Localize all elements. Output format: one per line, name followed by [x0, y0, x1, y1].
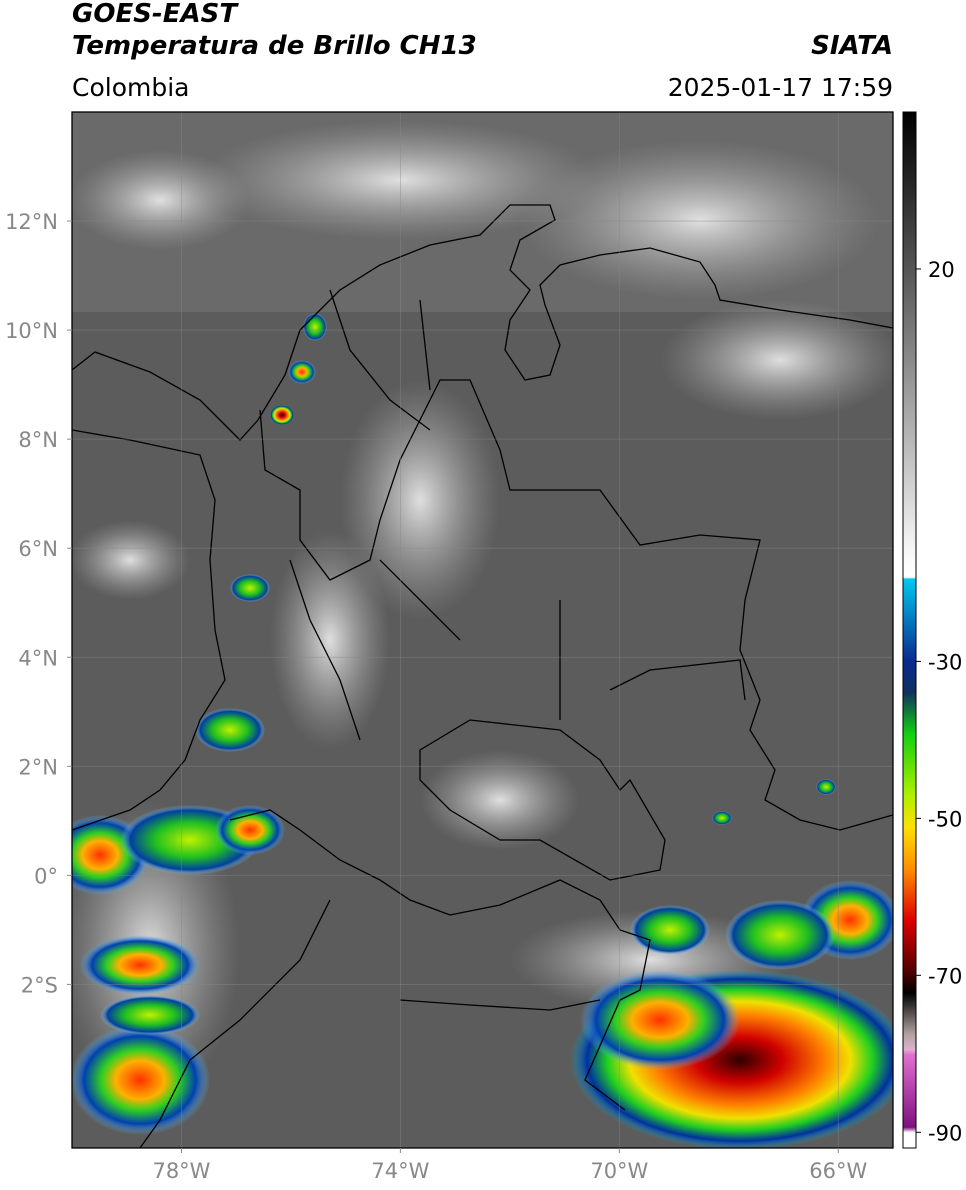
x-tick-label: 70°W [590, 1159, 648, 1183]
y-tick-label: 2°N [18, 755, 58, 779]
y-tick-label: 10°N [5, 319, 58, 343]
axes: 78°W 74°W 70°W 66°W 12°N 10°N 8°N 6°N 4°N 2°N 0° 2°… [5, 210, 962, 1183]
source: SIATA [811, 31, 893, 61]
colorbar [902, 111, 917, 1149]
colorbar-tick-label: -70 [928, 964, 962, 988]
timestamp: 2025-01-17 17:59 [668, 73, 893, 102]
y-tick-label: 2°S [21, 973, 58, 997]
y-tick-label: 0° [34, 864, 58, 888]
y-tick-label: 4°N [18, 646, 58, 670]
grid [72, 112, 893, 1148]
colorbar-tick-label: -50 [928, 807, 962, 831]
colorbar-tick-label: -90 [928, 1121, 962, 1145]
x-tick-label: 74°W [371, 1159, 429, 1183]
region: Colombia [72, 73, 189, 102]
title: GOES-EAST [72, 0, 239, 29]
y-tick-label: 8°N [18, 428, 58, 452]
x-tick-label: 66°W [809, 1159, 867, 1183]
satellite-image [72, 112, 893, 1148]
colorbar-tick-label: -30 [928, 650, 962, 674]
subtitle: Temperatura de Brillo CH13 [72, 31, 477, 61]
x-tick-label: 78°W [152, 1159, 210, 1183]
y-tick-label: 6°N [18, 537, 58, 561]
y-tick-label: 12°N [5, 210, 58, 234]
map-frame [71, 111, 894, 1149]
colorbar-tick-label: 20 [928, 258, 955, 282]
